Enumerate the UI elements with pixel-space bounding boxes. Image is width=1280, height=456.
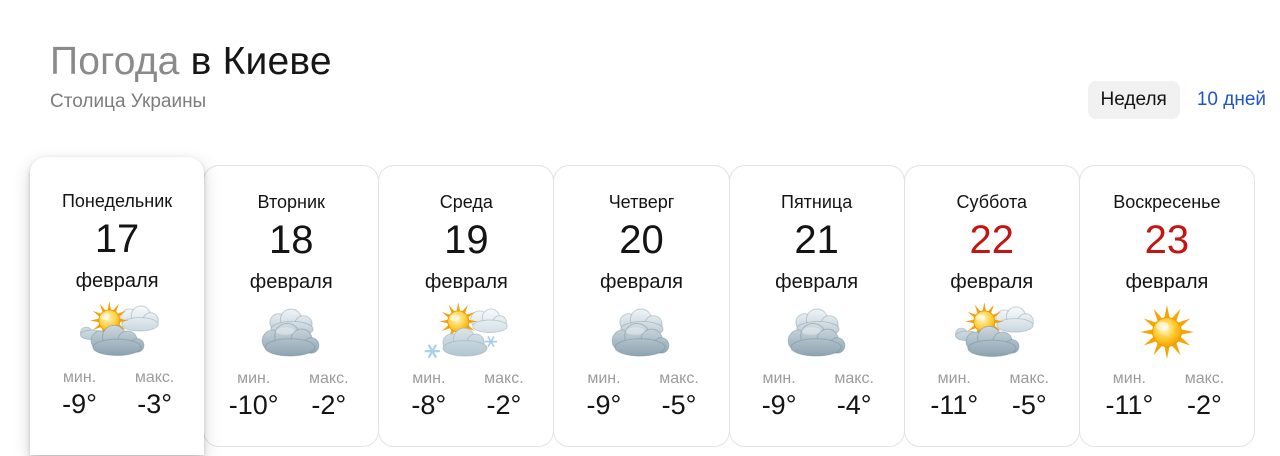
max-value: -5° (661, 390, 697, 420)
title-word-city: в Киеве (190, 40, 332, 83)
max-label: макс. (659, 370, 699, 387)
max-temp-block: макс. -4° (817, 370, 892, 420)
temperatures: мин. -9° макс. -5° (554, 370, 728, 420)
day-number: 23 (1144, 218, 1190, 262)
day-name: Суббота (956, 192, 1028, 212)
day-name: Вторник (257, 192, 325, 212)
sun-clouds-icon (30, 299, 204, 363)
day-card-5[interactable]: Пятница 21 февраля мин. -9° макс. -4° (728, 165, 905, 447)
forecast-cards: Понедельник 17 февраля (30, 157, 1255, 455)
min-label: мин. (1112, 370, 1146, 387)
max-value: -4° (836, 390, 872, 420)
page-header: Погода в Киеве Столица Украины Неделя 10… (0, 0, 1280, 119)
title-word-weather: Погода (50, 40, 180, 83)
max-temp-block: макс. -3° (117, 369, 192, 419)
day-month: февраля (1125, 271, 1209, 293)
day-number: 22 (969, 218, 1015, 262)
tab-week[interactable]: Неделя (1087, 81, 1180, 119)
max-value: -3° (137, 389, 173, 419)
day-month: февраля (775, 271, 859, 293)
day-month: февраля (424, 271, 508, 293)
min-temp-block: мин. -10° (216, 370, 291, 420)
day-card-6[interactable]: Суббота 22 февраля (903, 165, 1080, 447)
clouds-icon (554, 300, 728, 364)
period-tabs: Неделя 10 дней (1087, 81, 1266, 119)
min-temp-block: мин. -9° (42, 369, 117, 419)
day-name: Четверг (608, 192, 675, 212)
min-label: мин. (762, 370, 796, 387)
max-label: макс. (834, 370, 874, 387)
max-temp-block: макс. -5° (992, 370, 1067, 420)
max-label: макс. (1184, 370, 1225, 387)
min-temp-block: мин. -9° (566, 370, 641, 420)
day-month: февраля (75, 270, 159, 292)
tab-ten-days[interactable]: 10 дней (1196, 89, 1266, 110)
max-temp-block: макс. -2° (466, 370, 541, 420)
page-title: Погода в Киеве (50, 40, 332, 84)
day-card-7[interactable]: Воскресенье 23 февраля мин. (1078, 165, 1255, 447)
title-block: Погода в Киеве Столица Украины (50, 40, 332, 113)
day-card-4[interactable]: Четверг 20 февраля мин. -9° макс. -5° (553, 165, 730, 447)
min-temp-block: мин. -8° (391, 370, 466, 420)
clouds-icon (204, 300, 378, 364)
temperatures: мин. -9° макс. -3° (30, 369, 204, 419)
day-card-3[interactable]: Среда 19 февраля (378, 165, 555, 447)
day-name: Понедельник (61, 191, 173, 211)
temperatures: мин. -8° макс. -2° (379, 370, 553, 420)
max-label: макс. (308, 370, 349, 387)
max-temp-block: макс. -2° (1167, 370, 1242, 420)
day-month: февраля (950, 271, 1034, 293)
day-number: 20 (619, 218, 664, 262)
min-value: -8° (411, 390, 447, 420)
temperatures: мин. -11° макс. -2° (1080, 370, 1254, 420)
day-number: 19 (444, 218, 489, 262)
min-value: -9° (62, 389, 97, 419)
max-value: -5° (1011, 390, 1047, 420)
temperatures: мин. -9° макс. -4° (730, 370, 904, 420)
temperatures: мин. -11° макс. -5° (905, 370, 1079, 420)
sun-clouds-snow-icon (379, 300, 553, 364)
max-value: -2° (486, 390, 522, 420)
day-name: Пятница (781, 192, 853, 212)
min-value: -10° (228, 390, 279, 420)
max-temp-block: макс. -5° (642, 370, 717, 420)
day-number: 18 (268, 218, 314, 262)
min-temp-block: мин. -9° (742, 370, 817, 420)
min-value: -9° (761, 390, 797, 420)
day-name: Воскресенье (1113, 192, 1221, 212)
sun-clouds-icon (905, 300, 1079, 364)
min-value: -9° (586, 390, 622, 420)
day-name: Среда (439, 192, 493, 212)
min-value: -11° (930, 390, 979, 420)
page-subtitle: Столица Украины (50, 91, 207, 112)
min-label: мин. (937, 370, 971, 387)
max-label: макс. (134, 369, 175, 386)
min-label: мин. (237, 370, 271, 387)
sun-icon (1080, 300, 1254, 364)
day-month: февраля (600, 271, 683, 293)
max-value: -2° (311, 390, 347, 420)
day-card-1[interactable]: Понедельник 17 февраля (30, 157, 205, 455)
day-number: 21 (794, 218, 839, 262)
min-value: -11° (1105, 390, 1154, 420)
max-label: макс. (1009, 370, 1050, 387)
max-label: макс. (484, 370, 524, 387)
day-card-2[interactable]: Вторник 18 февраля мин. -10° макс. -2° (203, 165, 380, 447)
day-number: 17 (94, 217, 140, 261)
max-temp-block: макс. -2° (291, 370, 366, 420)
min-label: мин. (62, 369, 97, 386)
min-temp-block: мин. -11° (917, 370, 992, 420)
day-month: февраля (249, 271, 333, 293)
min-label: мин. (412, 370, 446, 387)
max-value: -2° (1187, 390, 1222, 420)
temperatures: мин. -10° макс. -2° (204, 370, 378, 420)
min-temp-block: мин. -11° (1092, 370, 1167, 420)
clouds-icon (730, 300, 904, 364)
min-label: мин. (587, 370, 621, 387)
